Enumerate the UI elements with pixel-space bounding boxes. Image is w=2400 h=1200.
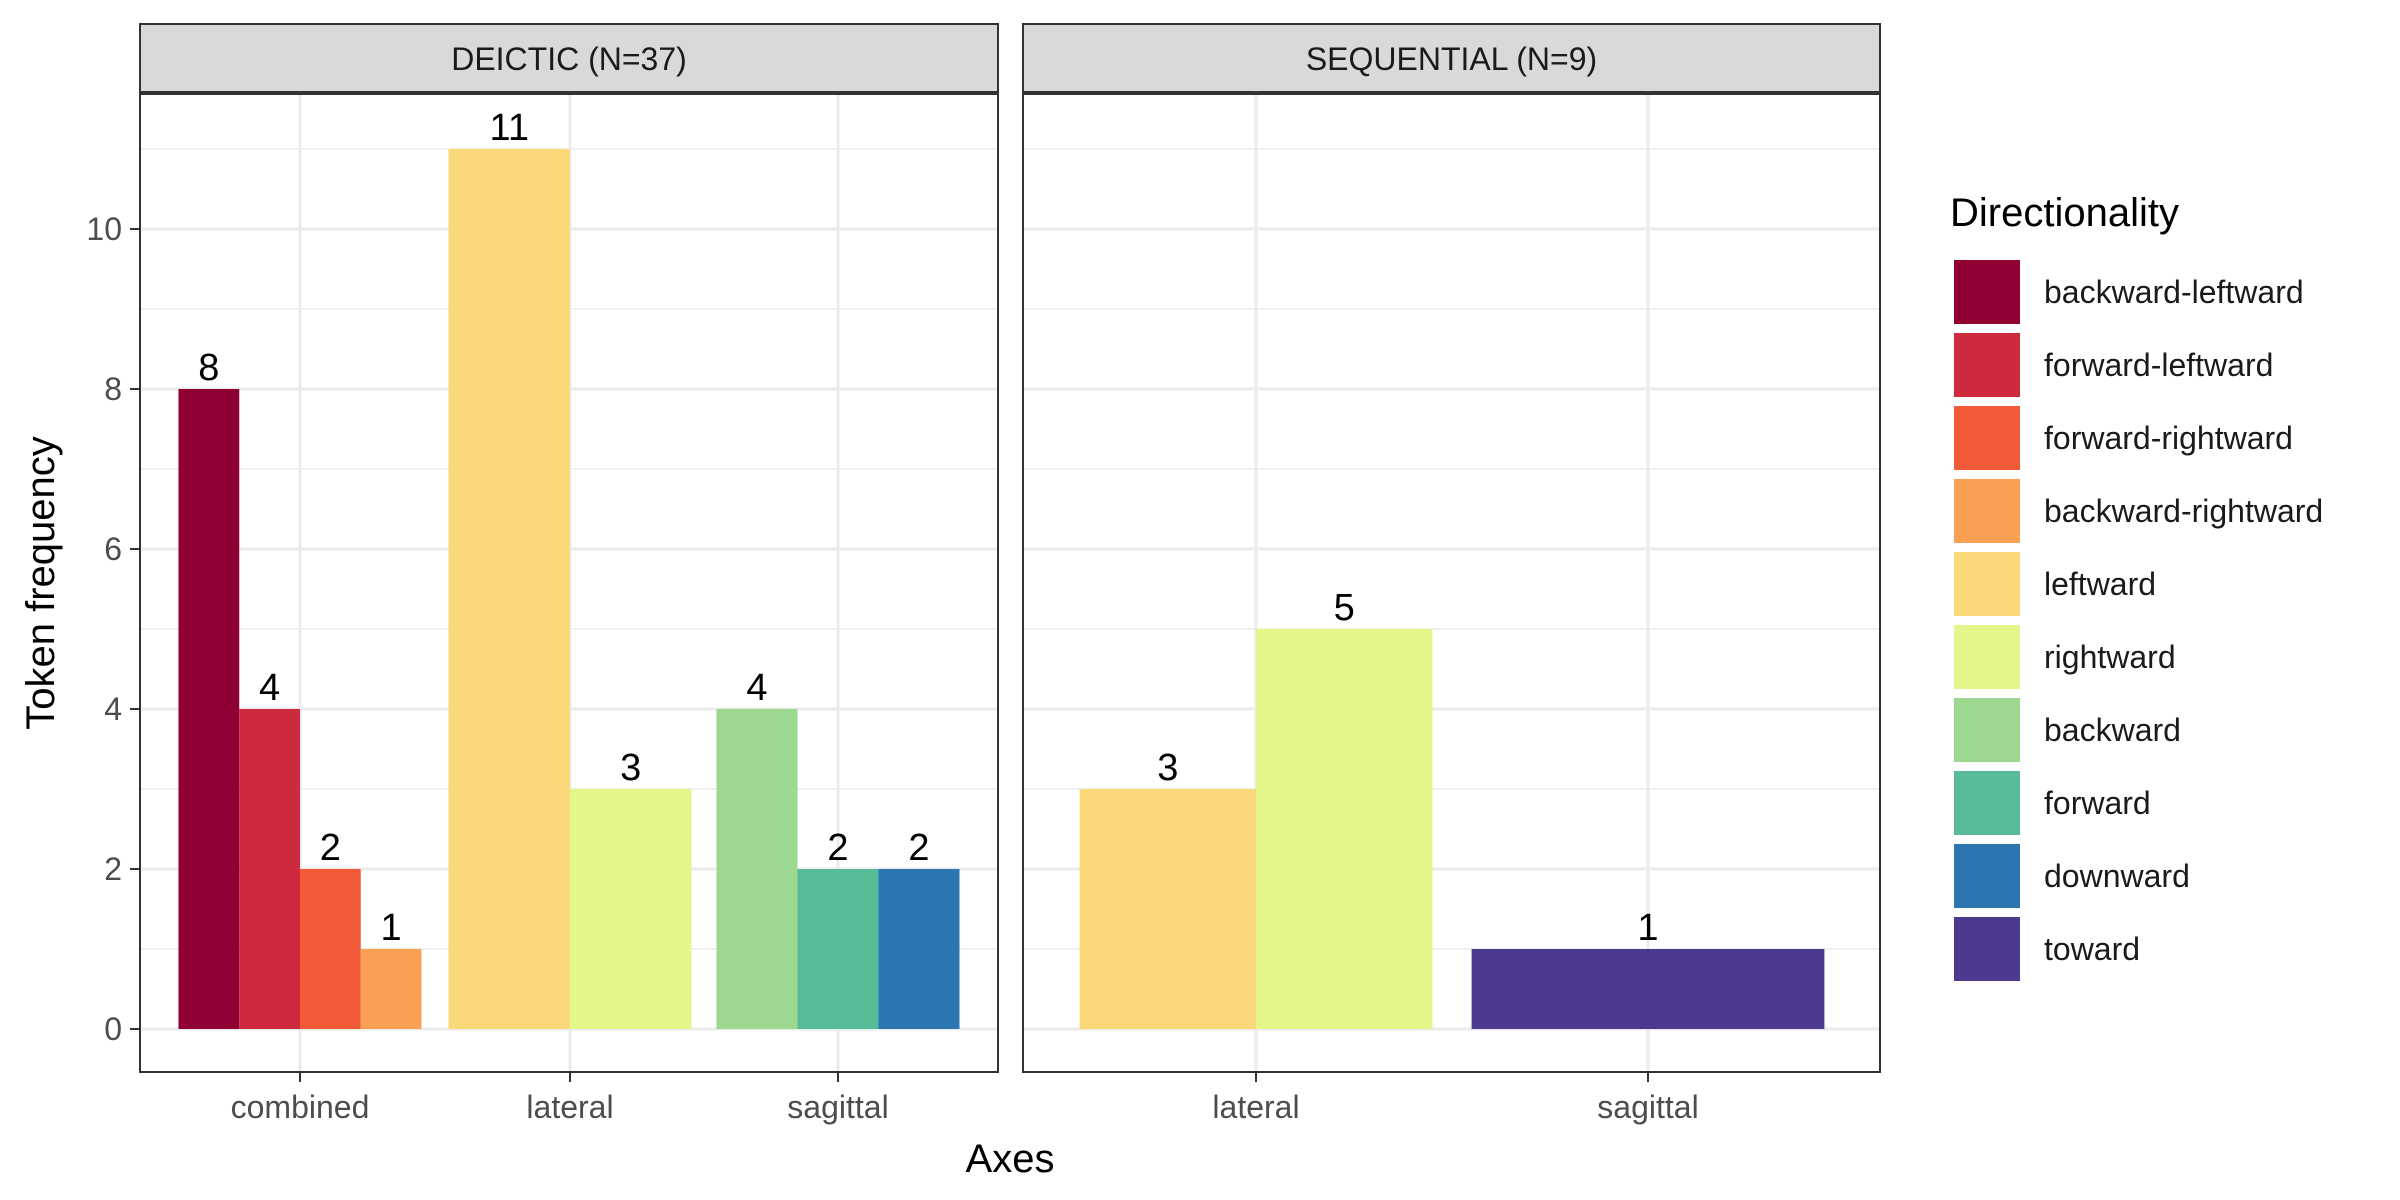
legend-label: leftward [2044, 566, 2156, 602]
legend-label: toward [2044, 931, 2140, 967]
bar-downward [878, 869, 960, 1029]
x-tick-label: sagittal [787, 1089, 888, 1125]
bar-value-label: 2 [908, 827, 929, 869]
y-axis-title: Token frequency [19, 436, 63, 730]
y-tick-label: 10 [86, 211, 122, 247]
facet-strip [1022, 23, 1881, 93]
legend-swatch-backward-rightward [1954, 479, 2020, 543]
legend-label: forward-leftward [2044, 347, 2273, 383]
bar-value-label: 2 [320, 827, 341, 869]
legend-label: backward-leftward [2044, 274, 2304, 310]
bar-backward-leftward [178, 389, 240, 1029]
facet-strip-label: DEICTIC (N=37) [451, 41, 687, 77]
legend-label: forward [2044, 785, 2151, 821]
bar-value-label: 5 [1334, 587, 1355, 629]
bar-forward-leftward [239, 709, 300, 1029]
x-axis-title: Axes [966, 1137, 1055, 1181]
bar-value-label: 4 [259, 667, 280, 709]
bar-rightward [570, 789, 692, 1029]
bar-value-label: 1 [1637, 907, 1658, 949]
legend-swatch-rightward [1954, 625, 2020, 689]
legend-swatch-leftward [1954, 552, 2020, 616]
facet-strip [139, 23, 999, 93]
legend-label: rightward [2044, 639, 2176, 675]
facet-strip-label: SEQUENTIAL (N=9) [1306, 41, 1597, 77]
legend-title: Directionality [1950, 191, 2179, 235]
bar-backward-rightward [360, 949, 422, 1029]
x-tick-label: lateral [526, 1089, 613, 1125]
bar-forward [797, 869, 879, 1029]
bar-rightward [1256, 629, 1433, 1029]
x-tick-label: combined [231, 1089, 370, 1125]
bar-value-label: 1 [381, 907, 402, 949]
bar-value-label: 11 [490, 107, 529, 149]
y-tick-label: 8 [104, 371, 122, 407]
legend-label: forward-rightward [2044, 420, 2293, 456]
bar-forward-rightward [300, 869, 361, 1029]
legend-swatch-backward-leftward [1954, 260, 2020, 324]
y-tick-label: 2 [104, 851, 122, 887]
bar-value-label: 3 [620, 747, 641, 789]
bar-leftward [1079, 789, 1256, 1029]
x-tick-label: lateral [1212, 1089, 1299, 1125]
y-tick-label: 6 [104, 531, 122, 567]
bar-value-label: 2 [827, 827, 848, 869]
panel-border [1022, 93, 1881, 1073]
legend-label: backward [2044, 712, 2181, 748]
bar-value-label: 4 [746, 667, 767, 709]
legend-label: downward [2044, 858, 2190, 894]
y-tick-label: 0 [104, 1011, 122, 1047]
legend-swatch-forward-rightward [1954, 406, 2020, 470]
bar-value-label: 8 [198, 347, 219, 389]
legend-swatch-downward [1954, 844, 2020, 908]
legend-swatch-toward [1954, 917, 2020, 981]
x-tick-label: sagittal [1597, 1089, 1698, 1125]
bar-toward [1471, 949, 1825, 1029]
legend-swatch-forward-leftward [1954, 333, 2020, 397]
legend-label: backward-rightward [2044, 493, 2323, 529]
bar-leftward [448, 149, 570, 1029]
bar-backward [716, 709, 798, 1029]
bar-value-label: 3 [1157, 747, 1178, 789]
y-tick-label: 4 [104, 691, 122, 727]
legend-swatch-backward [1954, 698, 2020, 762]
legend-swatch-forward [1954, 771, 2020, 835]
